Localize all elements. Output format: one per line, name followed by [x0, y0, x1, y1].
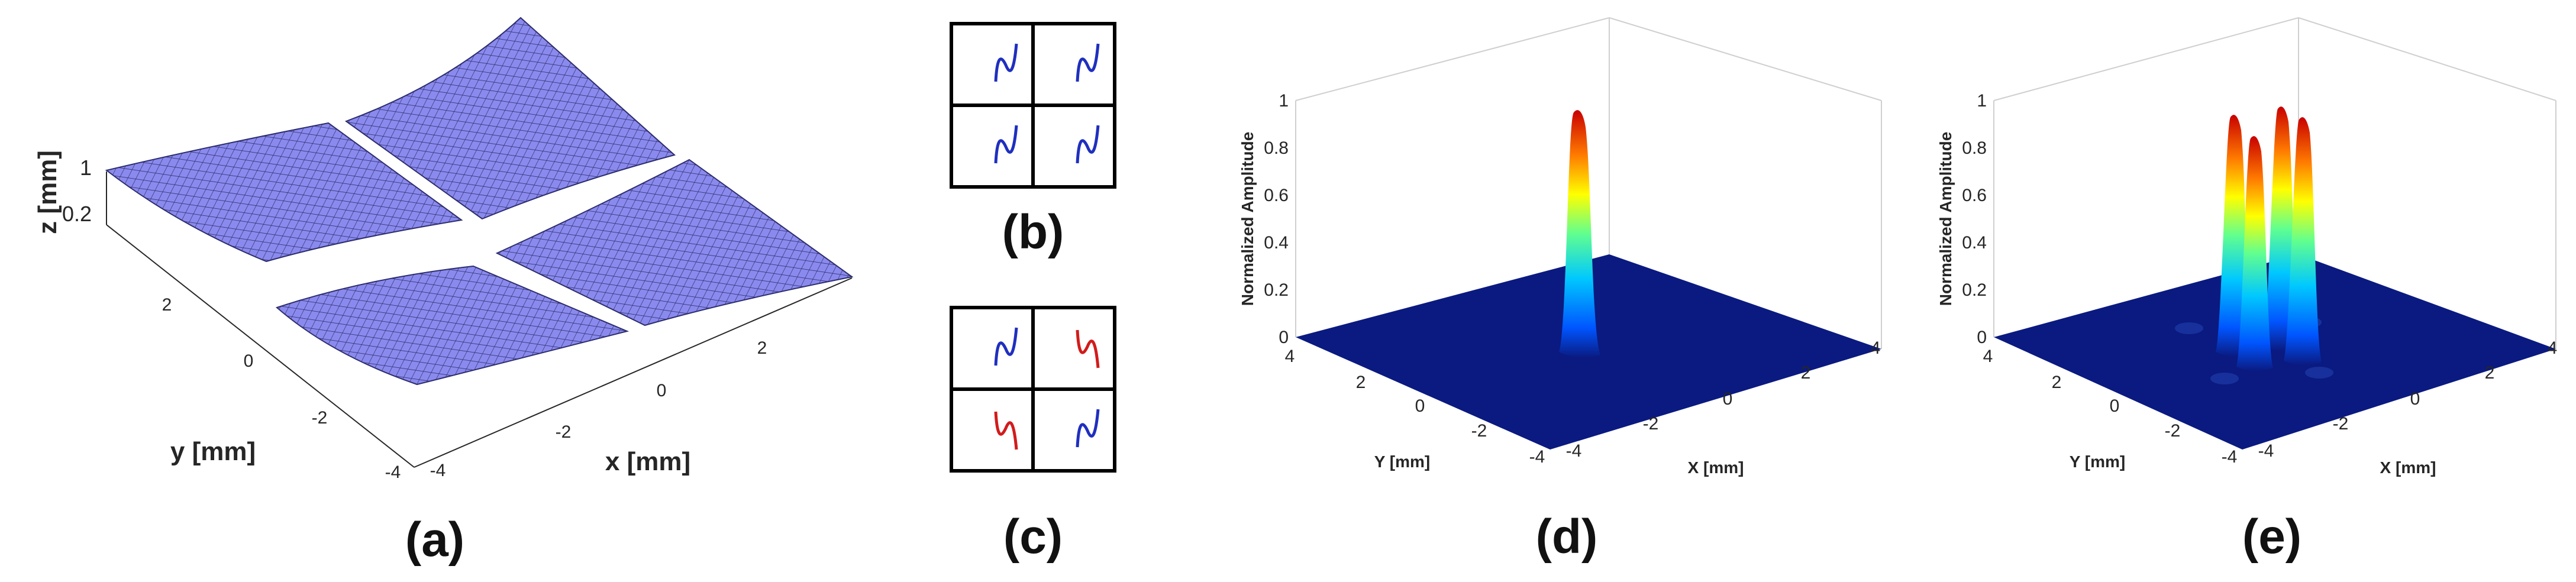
- phase-wave-icon: [994, 125, 1018, 164]
- phase-wave-icon-inverted: [994, 411, 1018, 450]
- panel-b-phase-grid: (b): [950, 22, 1116, 259]
- z-tick: 1: [1977, 91, 1987, 111]
- x-tick: 0: [657, 381, 667, 400]
- x-tick: 4: [2548, 338, 2558, 358]
- x-tick: 2: [757, 338, 767, 358]
- x-axis-label: X [mm]: [1688, 458, 1744, 477]
- amplitude-floor: [1994, 254, 2556, 450]
- phase-wave-icon: [1076, 43, 1100, 82]
- z-tick: 0.4: [1264, 233, 1289, 253]
- z-tick: 1: [80, 156, 92, 180]
- panel-label-a: (a): [405, 513, 464, 567]
- x-tick: 0: [2410, 389, 2420, 409]
- x-axis-label: x [mm]: [605, 447, 690, 476]
- mirror-segment-back-right: [344, 17, 676, 220]
- z-axis-label: z [mm]: [33, 150, 62, 234]
- y-tick: 2: [162, 295, 172, 315]
- z-tick: 0.6: [1264, 186, 1289, 205]
- amplitude-peak: [2236, 136, 2273, 371]
- panel-label-b: (b): [1002, 205, 1064, 259]
- z-tick: 0.6: [1962, 186, 1987, 205]
- x-tick: 2: [1801, 363, 1811, 383]
- phase-wave-icon-inverted: [1076, 329, 1100, 368]
- mirror-segment-front-left: [276, 265, 630, 386]
- y-tick: 0: [1415, 396, 1425, 416]
- panel-d-amplitude-plot: 0 0.2 0.4 0.6 0.8 1 Normalized Amplitude…: [1238, 17, 1882, 564]
- x-tick: -2: [556, 422, 572, 442]
- z-tick: 0.2: [1962, 280, 1987, 300]
- y-tick: 0: [244, 351, 254, 371]
- phase-wave-icon: [994, 327, 1018, 366]
- x-axis-label: X [mm]: [2380, 458, 2436, 477]
- phase-wave-icon: [994, 43, 1018, 82]
- y-tick: -2: [2165, 421, 2181, 441]
- panel-label-e: (e): [2242, 510, 2301, 564]
- panel-a-surface-plot: 1 0.2 z [mm] 2 0 -2 -4 y [mm] -4 -2 0 2 …: [33, 17, 854, 567]
- mirror-segment-front-right: [495, 159, 854, 326]
- y-tick: 4: [1285, 347, 1295, 366]
- y-tick: -2: [312, 408, 328, 428]
- y-tick: -4: [2222, 447, 2238, 467]
- mirror-segment-back-left: [105, 122, 463, 263]
- x-tick: -4: [430, 461, 446, 480]
- panel-c-phase-grid: (c): [950, 306, 1116, 564]
- z-tick: 0.2: [62, 202, 92, 226]
- z-tick: 0.4: [1962, 233, 1987, 253]
- x-tick: -2: [2333, 414, 2349, 434]
- x-tick: 4: [1871, 338, 1881, 358]
- x-tick: -2: [1643, 414, 1659, 434]
- y-axis-label: y [mm]: [170, 437, 256, 466]
- z-tick: 0.2: [1264, 280, 1289, 300]
- z-tick: 1: [1279, 91, 1289, 111]
- z-tick: 0: [1977, 328, 1987, 347]
- x-tick: -4: [1566, 441, 1582, 461]
- y-tick: 2: [1356, 373, 1366, 392]
- z-tick: 0.8: [1962, 138, 1987, 158]
- z-tick: 0: [1279, 328, 1289, 347]
- y-tick: 4: [1983, 347, 1993, 366]
- phase-wave-icon: [1076, 409, 1100, 448]
- x-tick: 0: [1723, 389, 1733, 409]
- sidelobe: [2175, 322, 2203, 334]
- y-axis-label: Y [mm]: [2070, 452, 2125, 471]
- y-axis-label: Y [mm]: [1374, 452, 1430, 471]
- x-tick: -4: [2258, 441, 2274, 461]
- phase-wave-icon: [1076, 125, 1100, 164]
- y-tick: 0: [2110, 396, 2120, 416]
- amplitude-peak: [1559, 110, 1600, 358]
- z-tick: 0.8: [1264, 138, 1289, 158]
- z-axis-label: Normalized Amplitude: [1238, 132, 1257, 306]
- amplitude-peak: [2284, 117, 2322, 366]
- panel-e-amplitude-plot: 0 0.2 0.4 0.6 0.8 1 Normalized Amplitude…: [1936, 17, 2558, 564]
- sidelobe: [2210, 373, 2239, 384]
- y-tick: 2: [2052, 373, 2062, 392]
- sidelobe: [2305, 367, 2333, 379]
- z-axis-label: Normalized Amplitude: [1936, 132, 1955, 306]
- y-tick: -2: [1471, 421, 1487, 441]
- y-tick: -4: [1529, 447, 1545, 467]
- panel-label-c: (c): [1003, 510, 1063, 564]
- panel-label-d: (d): [1536, 510, 1598, 564]
- x-tick: 2: [2485, 363, 2495, 383]
- y-tick: -4: [385, 463, 401, 482]
